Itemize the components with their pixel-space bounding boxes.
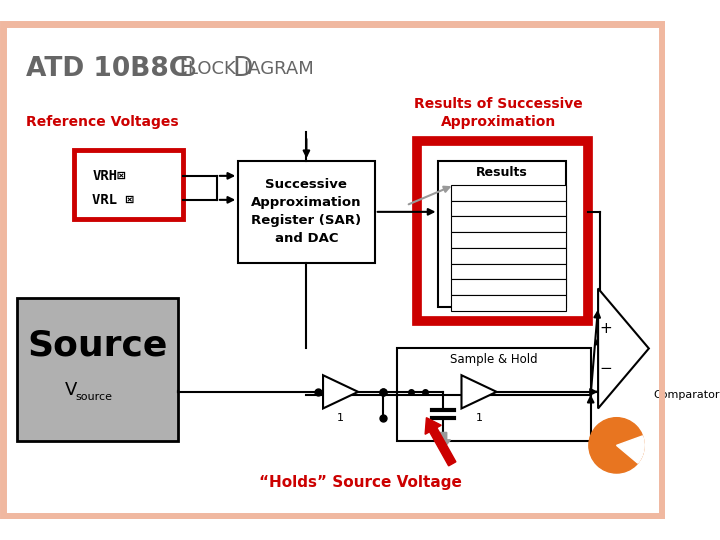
Text: +: + [599,321,612,336]
Text: ATD 0: ATD 0 [492,188,526,198]
Bar [451,185,566,201]
Text: ATD 3: ATD 3 [492,235,526,245]
Text: ATD 10B8C: ATD 10B8C [26,56,197,82]
Bar [74,150,183,219]
Text: D: D [233,56,253,82]
Bar [451,232,566,248]
Text: B: B [178,56,197,82]
Text: source: source [76,392,113,402]
Wedge shape [616,436,644,463]
FancyArrow shape [425,417,456,466]
Text: Results: Results [476,166,528,179]
Bar [438,161,566,307]
Text: ATD 6: ATD 6 [492,282,526,292]
Bar [417,141,588,321]
Text: ATD 2: ATD 2 [492,219,526,230]
Bar [451,201,566,217]
Text: Comparator: Comparator [654,389,720,400]
Text: 1: 1 [475,413,482,423]
Text: Successive
Approximation
Register (SAR)
and DAC: Successive Approximation Register (SAR) … [251,178,361,245]
Bar [451,279,566,295]
Text: Reference Voltages: Reference Voltages [26,116,179,129]
Bar [451,217,566,232]
Text: LOCK: LOCK [189,60,242,78]
Text: ATD 7: ATD 7 [492,298,526,308]
Text: ATD 5: ATD 5 [492,266,526,276]
FancyArrow shape [436,433,451,449]
Bar [451,295,566,310]
Text: Sample & Hold: Sample & Hold [450,353,538,366]
Bar [238,161,374,262]
Text: IAGRAM: IAGRAM [243,60,315,78]
Bar [397,348,590,441]
Text: −: − [599,361,612,376]
Text: ATD 4: ATD 4 [492,251,526,261]
Text: VRH⊠: VRH⊠ [92,169,126,183]
Circle shape [589,417,644,473]
Text: Source: Source [27,329,168,363]
Text: ATD 1: ATD 1 [492,204,526,214]
Bar [451,248,566,264]
Bar [451,264,566,279]
Text: “Holds” Source Voltage: “Holds” Source Voltage [258,475,462,490]
Polygon shape [598,288,649,408]
Polygon shape [323,375,358,408]
Text: V: V [65,381,77,399]
Bar [17,298,178,441]
Polygon shape [462,375,497,408]
Text: Results of Successive
Approximation: Results of Successive Approximation [414,97,582,129]
Text: 1: 1 [337,413,344,423]
Text: VRL ⊠: VRL ⊠ [92,193,134,207]
